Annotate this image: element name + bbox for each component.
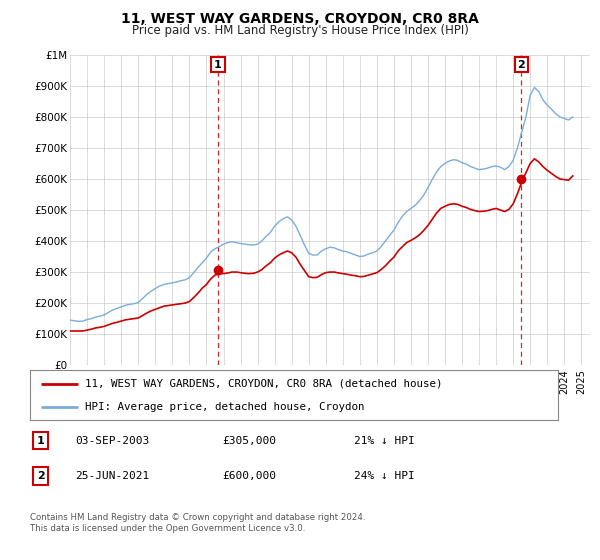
Text: 2: 2 bbox=[37, 471, 44, 481]
Text: HPI: Average price, detached house, Croydon: HPI: Average price, detached house, Croy… bbox=[85, 403, 365, 412]
Text: 2: 2 bbox=[518, 59, 526, 69]
Text: Contains HM Land Registry data © Crown copyright and database right 2024.: Contains HM Land Registry data © Crown c… bbox=[30, 513, 365, 522]
Text: £305,000: £305,000 bbox=[222, 436, 276, 446]
Text: Price paid vs. HM Land Registry's House Price Index (HPI): Price paid vs. HM Land Registry's House … bbox=[131, 24, 469, 36]
Text: This data is licensed under the Open Government Licence v3.0.: This data is licensed under the Open Gov… bbox=[30, 524, 305, 533]
Text: 25-JUN-2021: 25-JUN-2021 bbox=[75, 471, 149, 481]
Text: 03-SEP-2003: 03-SEP-2003 bbox=[75, 436, 149, 446]
Text: 1: 1 bbox=[37, 436, 44, 446]
Text: 11, WEST WAY GARDENS, CROYDON, CR0 8RA (detached house): 11, WEST WAY GARDENS, CROYDON, CR0 8RA (… bbox=[85, 379, 443, 389]
Text: 1: 1 bbox=[214, 59, 222, 69]
Text: £600,000: £600,000 bbox=[222, 471, 276, 481]
Text: 21% ↓ HPI: 21% ↓ HPI bbox=[354, 436, 415, 446]
Text: 24% ↓ HPI: 24% ↓ HPI bbox=[354, 471, 415, 481]
Text: 11, WEST WAY GARDENS, CROYDON, CR0 8RA: 11, WEST WAY GARDENS, CROYDON, CR0 8RA bbox=[121, 12, 479, 26]
